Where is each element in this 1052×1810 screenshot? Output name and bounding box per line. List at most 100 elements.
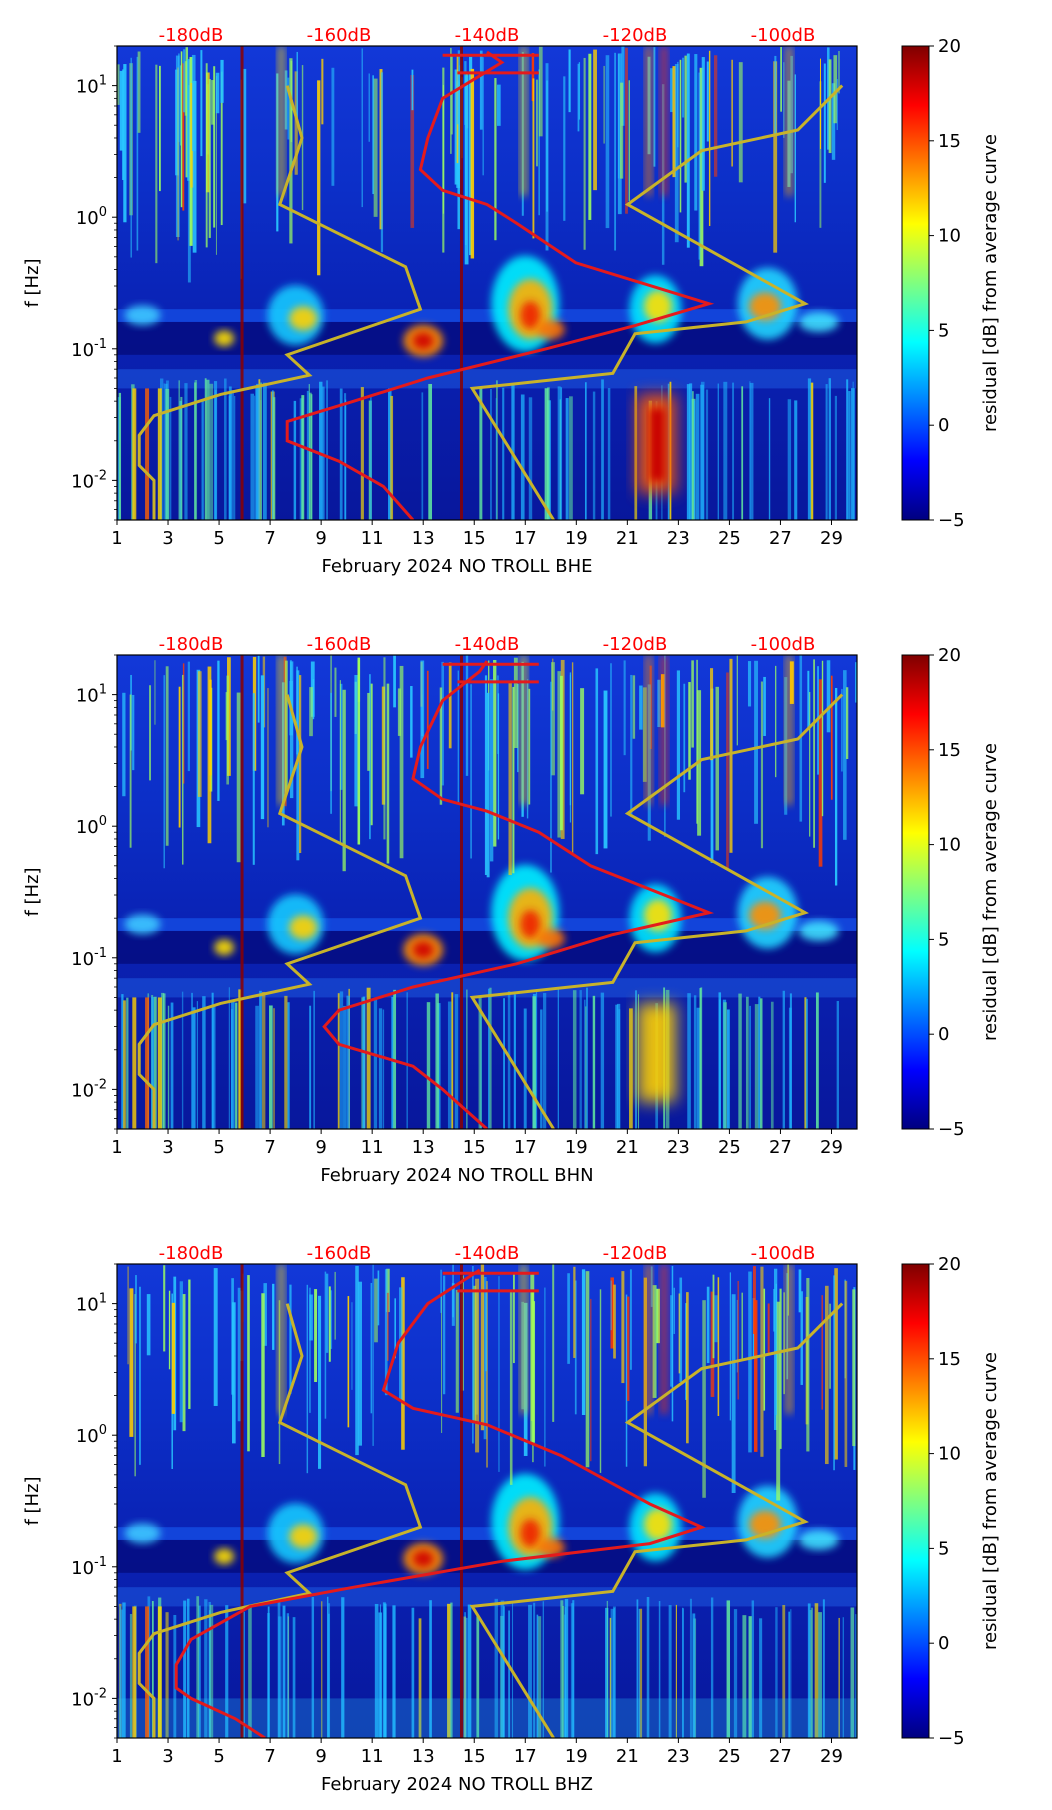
lf-streak [228, 987, 230, 1129]
hf-streak [590, 1298, 592, 1462]
lf-streak [345, 399, 347, 520]
lf-streak [759, 1618, 763, 1738]
hf-streak [261, 1293, 265, 1457]
storm-blob [413, 941, 434, 958]
x-tick-label: 11 [361, 1746, 384, 1767]
lf-streak [392, 1605, 396, 1738]
hf-streak [469, 56, 473, 256]
hf-streak [710, 1291, 715, 1397]
hf-streak [207, 666, 212, 844]
hf-streak [410, 75, 415, 228]
hf-streak [182, 663, 185, 784]
lf-streak [163, 383, 165, 520]
hf-streak [351, 1302, 353, 1390]
storm-blob [413, 1550, 434, 1567]
lf-streak [745, 996, 749, 1129]
hf-streak [342, 689, 346, 872]
hf-streak [557, 671, 561, 838]
hf-streak [309, 1287, 311, 1413]
noise-model-curve [137, 85, 423, 520]
hf-streak [779, 1288, 782, 1449]
lf-streak [373, 999, 378, 1129]
hf-streak [625, 1294, 628, 1467]
top-db-label: -100dB [751, 1243, 816, 1264]
lf-streak [726, 1600, 731, 1738]
x-tick-label: 13 [412, 1746, 435, 1767]
hf-streak [296, 666, 298, 755]
hf-streak [334, 1271, 336, 1340]
hf-streak [550, 662, 555, 776]
lf-streak [495, 398, 497, 520]
hf-streak [450, 56, 453, 135]
lf-streak [382, 1009, 385, 1129]
lf-streak [230, 389, 234, 520]
colorbar-tick-label: 20 [938, 36, 961, 57]
lf-streak [421, 392, 424, 520]
hf-streak [475, 1278, 480, 1453]
lf-streak [675, 1604, 677, 1738]
lf-streak [560, 387, 563, 520]
top-db-label: -160dB [307, 634, 372, 655]
y-tick-label: 101 [76, 683, 107, 707]
hf-streak [178, 53, 180, 143]
lf-streak [629, 1008, 633, 1129]
hf-hot-column [660, 655, 668, 805]
storm-blob [520, 1519, 541, 1548]
median-psd-curve [285, 50, 715, 520]
x-tick-label: 11 [361, 1137, 384, 1158]
lf-streak [610, 1608, 614, 1738]
x-tick-label: 5 [213, 528, 224, 549]
x-tick-label: 23 [667, 1746, 690, 1767]
lf-streak [560, 1600, 564, 1738]
hf-streak [182, 1294, 186, 1432]
hf-streak [318, 1295, 322, 1469]
lf-hot-column [132, 1606, 137, 1738]
x-axis-label: February 2024 NO TROLL BHZ [321, 1774, 593, 1795]
hf-streak [123, 64, 127, 223]
hf-streak [252, 693, 255, 865]
lf-streak [178, 380, 180, 520]
x-tick-label: 9 [315, 528, 326, 549]
lf-streak [805, 998, 808, 1129]
hf-streak [621, 1271, 625, 1384]
noise-model-curve [137, 1303, 423, 1738]
hf-streak [657, 679, 661, 728]
x-tick-label: 3 [162, 1746, 173, 1767]
hf-streak [220, 71, 223, 226]
x-tick-label: 5 [213, 1746, 224, 1767]
hf-streak [577, 63, 580, 132]
lf-streak [271, 390, 274, 520]
storm-blob [289, 306, 318, 331]
hf-streak [177, 67, 179, 241]
lf-streak [723, 1002, 727, 1129]
lf-streak [536, 1614, 539, 1738]
hf-streak [127, 1266, 129, 1365]
hf-streak [595, 668, 599, 855]
lf-streak [212, 1005, 216, 1129]
lf-streak [479, 388, 483, 520]
hf-streak [809, 692, 811, 837]
hf-streak [448, 662, 452, 749]
lf-streak [710, 1597, 714, 1738]
hf-streak [187, 661, 190, 772]
lf-streak [528, 397, 533, 520]
hf-streak [260, 675, 265, 820]
x-tick-label: 7 [264, 1137, 275, 1158]
hf-streak [833, 55, 838, 124]
y-tick-label: 10-1 [71, 1555, 107, 1579]
y-axis-label: f [Hz] [22, 258, 43, 307]
hf-streak [708, 50, 711, 226]
hf-streak [588, 53, 592, 220]
storm-blob [214, 1548, 235, 1565]
microseism-band [117, 1539, 857, 1573]
hf-hot-column [520, 655, 528, 805]
lf-streak [301, 395, 305, 520]
hf-streak [679, 59, 682, 213]
x-tick-label: 17 [514, 528, 537, 549]
lf-streak [528, 1604, 532, 1738]
lf-streak [346, 995, 349, 1129]
hf-streak [309, 1294, 313, 1341]
hf-streak [798, 1269, 802, 1313]
hf-streak [794, 74, 796, 223]
